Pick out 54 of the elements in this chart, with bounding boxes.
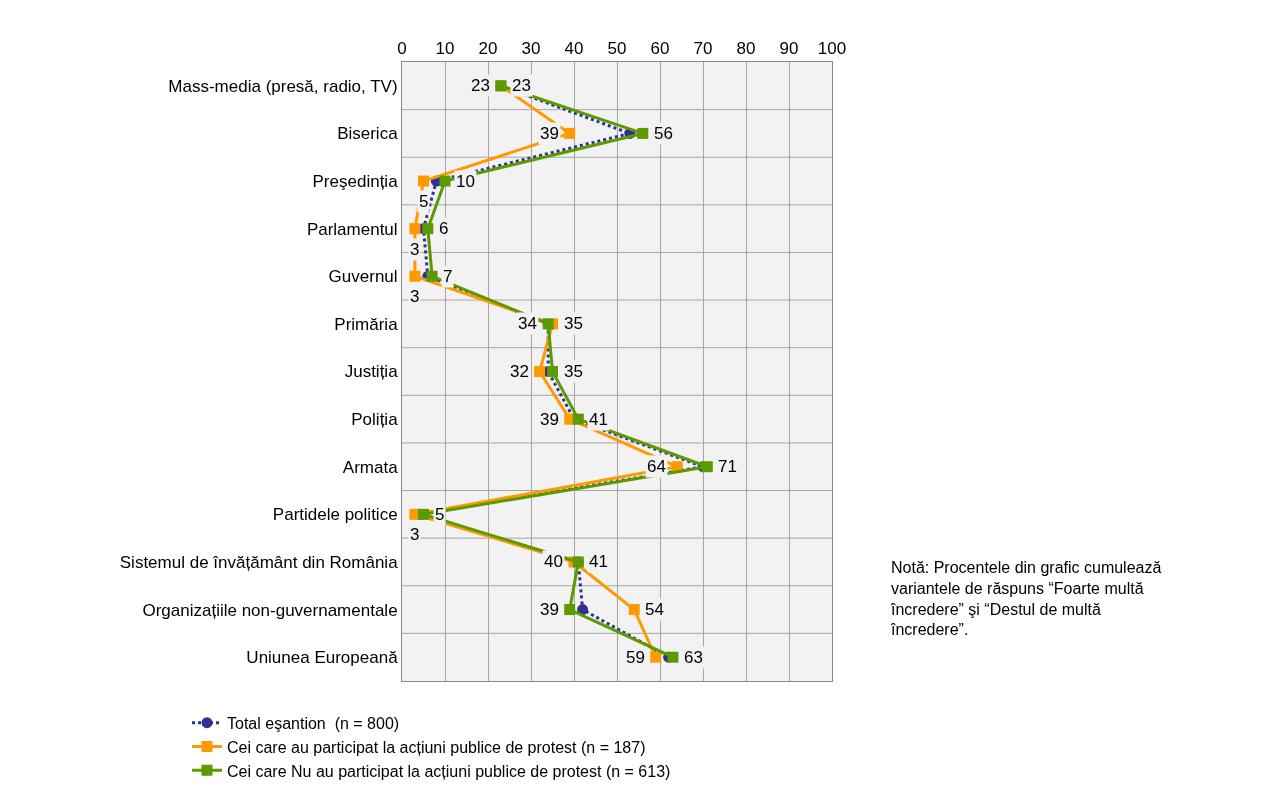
y-tick-label: Mass-media (presă, radio, TV): [168, 76, 398, 96]
data-label: 54: [645, 600, 664, 619]
y-tick-label: Parlamentul: [306, 219, 398, 239]
data-label: 23: [471, 76, 490, 95]
data-label: 5: [435, 505, 445, 524]
data-label: 35: [564, 314, 583, 333]
x-tick-label: 30: [521, 39, 541, 59]
data-label: 63: [684, 648, 703, 667]
data-label: 10: [456, 172, 475, 191]
data-label: 5: [419, 192, 429, 211]
x-tick-label: 10: [435, 39, 455, 59]
data-label: 7: [443, 267, 453, 286]
y-tick-label: Biserica: [337, 124, 399, 144]
x-tick-label: 90: [779, 39, 799, 59]
y-tick-label: Sistemul de învățământ din România: [119, 552, 399, 572]
data-label: 56: [654, 124, 673, 143]
y-tick-label: Uniunea Europeană: [246, 648, 399, 668]
legend-label: Cei care Nu au participat la acțiuni publice de protest (n = 613): [227, 762, 671, 780]
data-label: 34: [518, 314, 537, 333]
data-label: 40: [544, 552, 563, 571]
data-label: 3: [410, 525, 420, 544]
x-tick-label: 70: [693, 39, 713, 59]
x-tick-label: 0: [397, 39, 407, 59]
y-tick-label: Primăria: [334, 314, 399, 334]
data-label: 39: [540, 410, 559, 429]
legend-label: Total eşantion (n = 800): [227, 714, 400, 732]
x-tick-label: 100: [817, 39, 847, 59]
y-tick-label: Armata: [342, 457, 399, 477]
y-tick-label: Poliția: [351, 410, 399, 430]
x-tick-label: 50: [607, 39, 627, 59]
data-label: 71: [718, 457, 737, 476]
data-label: 23: [512, 76, 531, 95]
legend-label: Cei care au participat la acțiuni publice de protest (n = 187): [227, 738, 646, 756]
data-label: 41: [589, 410, 608, 429]
x-tick-label: 20: [478, 39, 498, 59]
x-tick-label: 80: [736, 39, 756, 59]
data-label: 3: [410, 287, 420, 306]
x-tick-label: 40: [564, 39, 584, 59]
data-label: 35: [564, 362, 583, 381]
y-tick-label: Guvernul: [328, 267, 398, 287]
data-label: 64: [647, 457, 666, 476]
data-label: 6: [439, 219, 449, 238]
y-tick-label: Partidele politice: [272, 505, 398, 525]
data-label: 59: [626, 648, 645, 667]
x-tick-label: 60: [650, 39, 670, 59]
text: Notă: Procentele din grafic cumulează variantele de răspuns “Foarte multă încredere” şi “Destul de multă încredere”.: [890, 559, 1162, 639]
y-tick-label: Preşedinția: [312, 171, 399, 191]
data-label: 3: [410, 240, 420, 259]
data-label: 32: [510, 362, 529, 381]
data-label: 41: [589, 552, 608, 571]
y-tick-label: Organizațiile non-guvernamentale: [142, 600, 398, 620]
y-tick-label: Justiția: [344, 362, 399, 382]
data-label: 39: [540, 124, 559, 143]
data-label: 39: [540, 600, 559, 619]
